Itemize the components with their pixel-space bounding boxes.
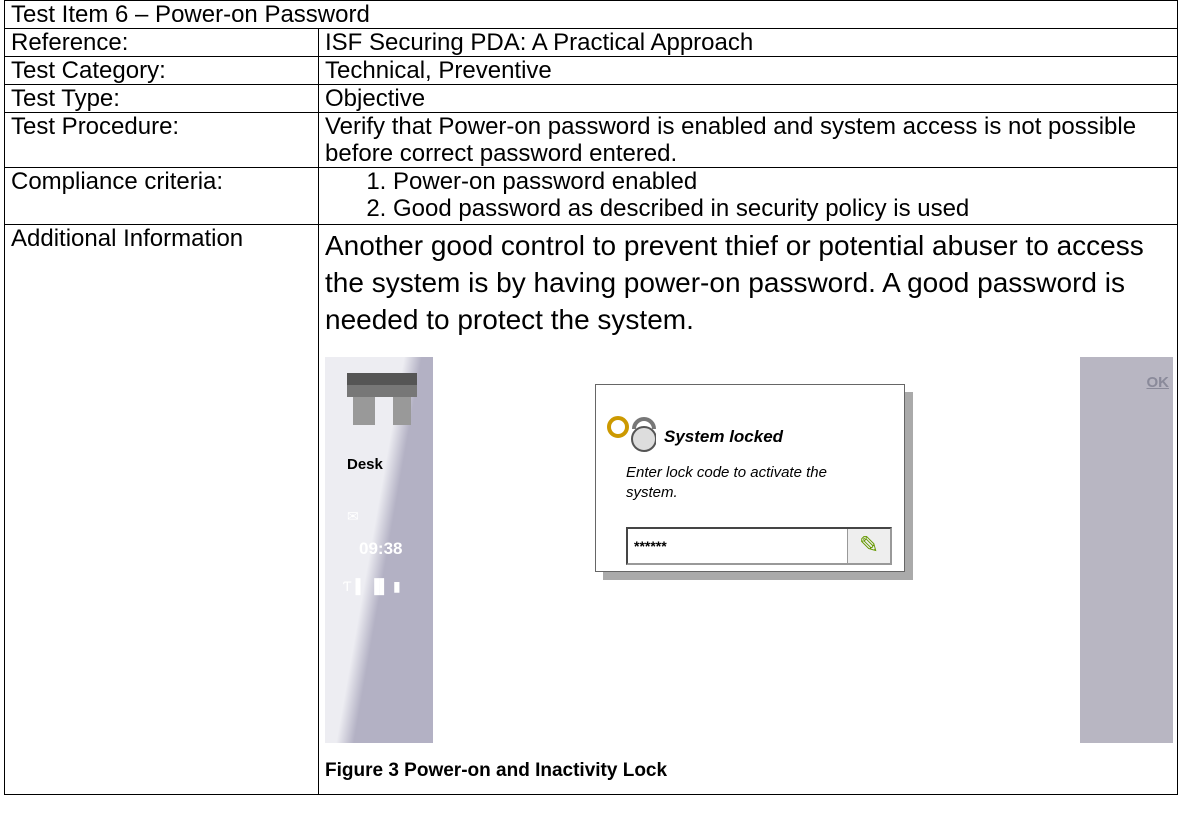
side-panel: Desk ✉ 09:38 Ƭ ▌ ▐▌ ▮ <box>325 357 433 743</box>
list-item: Good password as described in security p… <box>393 195 1177 222</box>
desk-icon <box>347 373 417 425</box>
softkey-panel: OK <box>1080 357 1173 743</box>
dialog: System locked Enter lock code to activat… <box>595 384 905 572</box>
row-label: Additional Information <box>4 224 319 795</box>
row-label: Test Category: <box>4 56 319 85</box>
row-label: Test Type: <box>4 84 319 113</box>
code-field: ****** ✎ <box>626 527 892 565</box>
caption: Figure 3 Power-on and Inactivity Lock <box>325 760 668 781</box>
app-label: Desk <box>347 456 383 473</box>
lock-icon <box>607 416 656 452</box>
row-label: Reference: <box>4 28 319 57</box>
screenshot: Desk ✉ 09:38 Ƭ ▌ ▐▌ ▮ System locked Ente… <box>325 357 1173 743</box>
row-value: Technical, Preventive <box>318 56 1178 85</box>
title: Test Item 6 – Power-on Password <box>4 0 1178 29</box>
row-label: Test Procedure: <box>4 112 319 168</box>
clock: 09:38 <box>359 539 403 558</box>
row-value: ISF Securing PDA: A Practical Approach <box>318 28 1178 57</box>
paragraph: Another good control to prevent thief or… <box>325 230 1144 335</box>
dialog-title: System locked <box>664 427 784 446</box>
row-value: Verify that Power-on password is enabled… <box>318 112 1178 168</box>
dialog-text: Enter lock code to activate the system. <box>626 464 827 501</box>
row-value: Power-on password enabled Good password … <box>318 167 1178 225</box>
ok-button[interactable]: OK <box>1146 374 1170 391</box>
list-item: Power-on password enabled <box>393 168 1177 195</box>
mail-icon: ✉ <box>347 508 359 524</box>
signal-icons: Ƭ ▌ ▐▌ ▮ <box>343 578 401 594</box>
test-table: Test Item 6 – Power-on Password Referenc… <box>4 0 1178 795</box>
row-value: Another good control to prevent thief or… <box>318 224 1178 795</box>
code: ****** <box>634 538 667 554</box>
row-label: Compliance criteria: <box>4 167 319 225</box>
row-value: Objective <box>318 84 1178 113</box>
